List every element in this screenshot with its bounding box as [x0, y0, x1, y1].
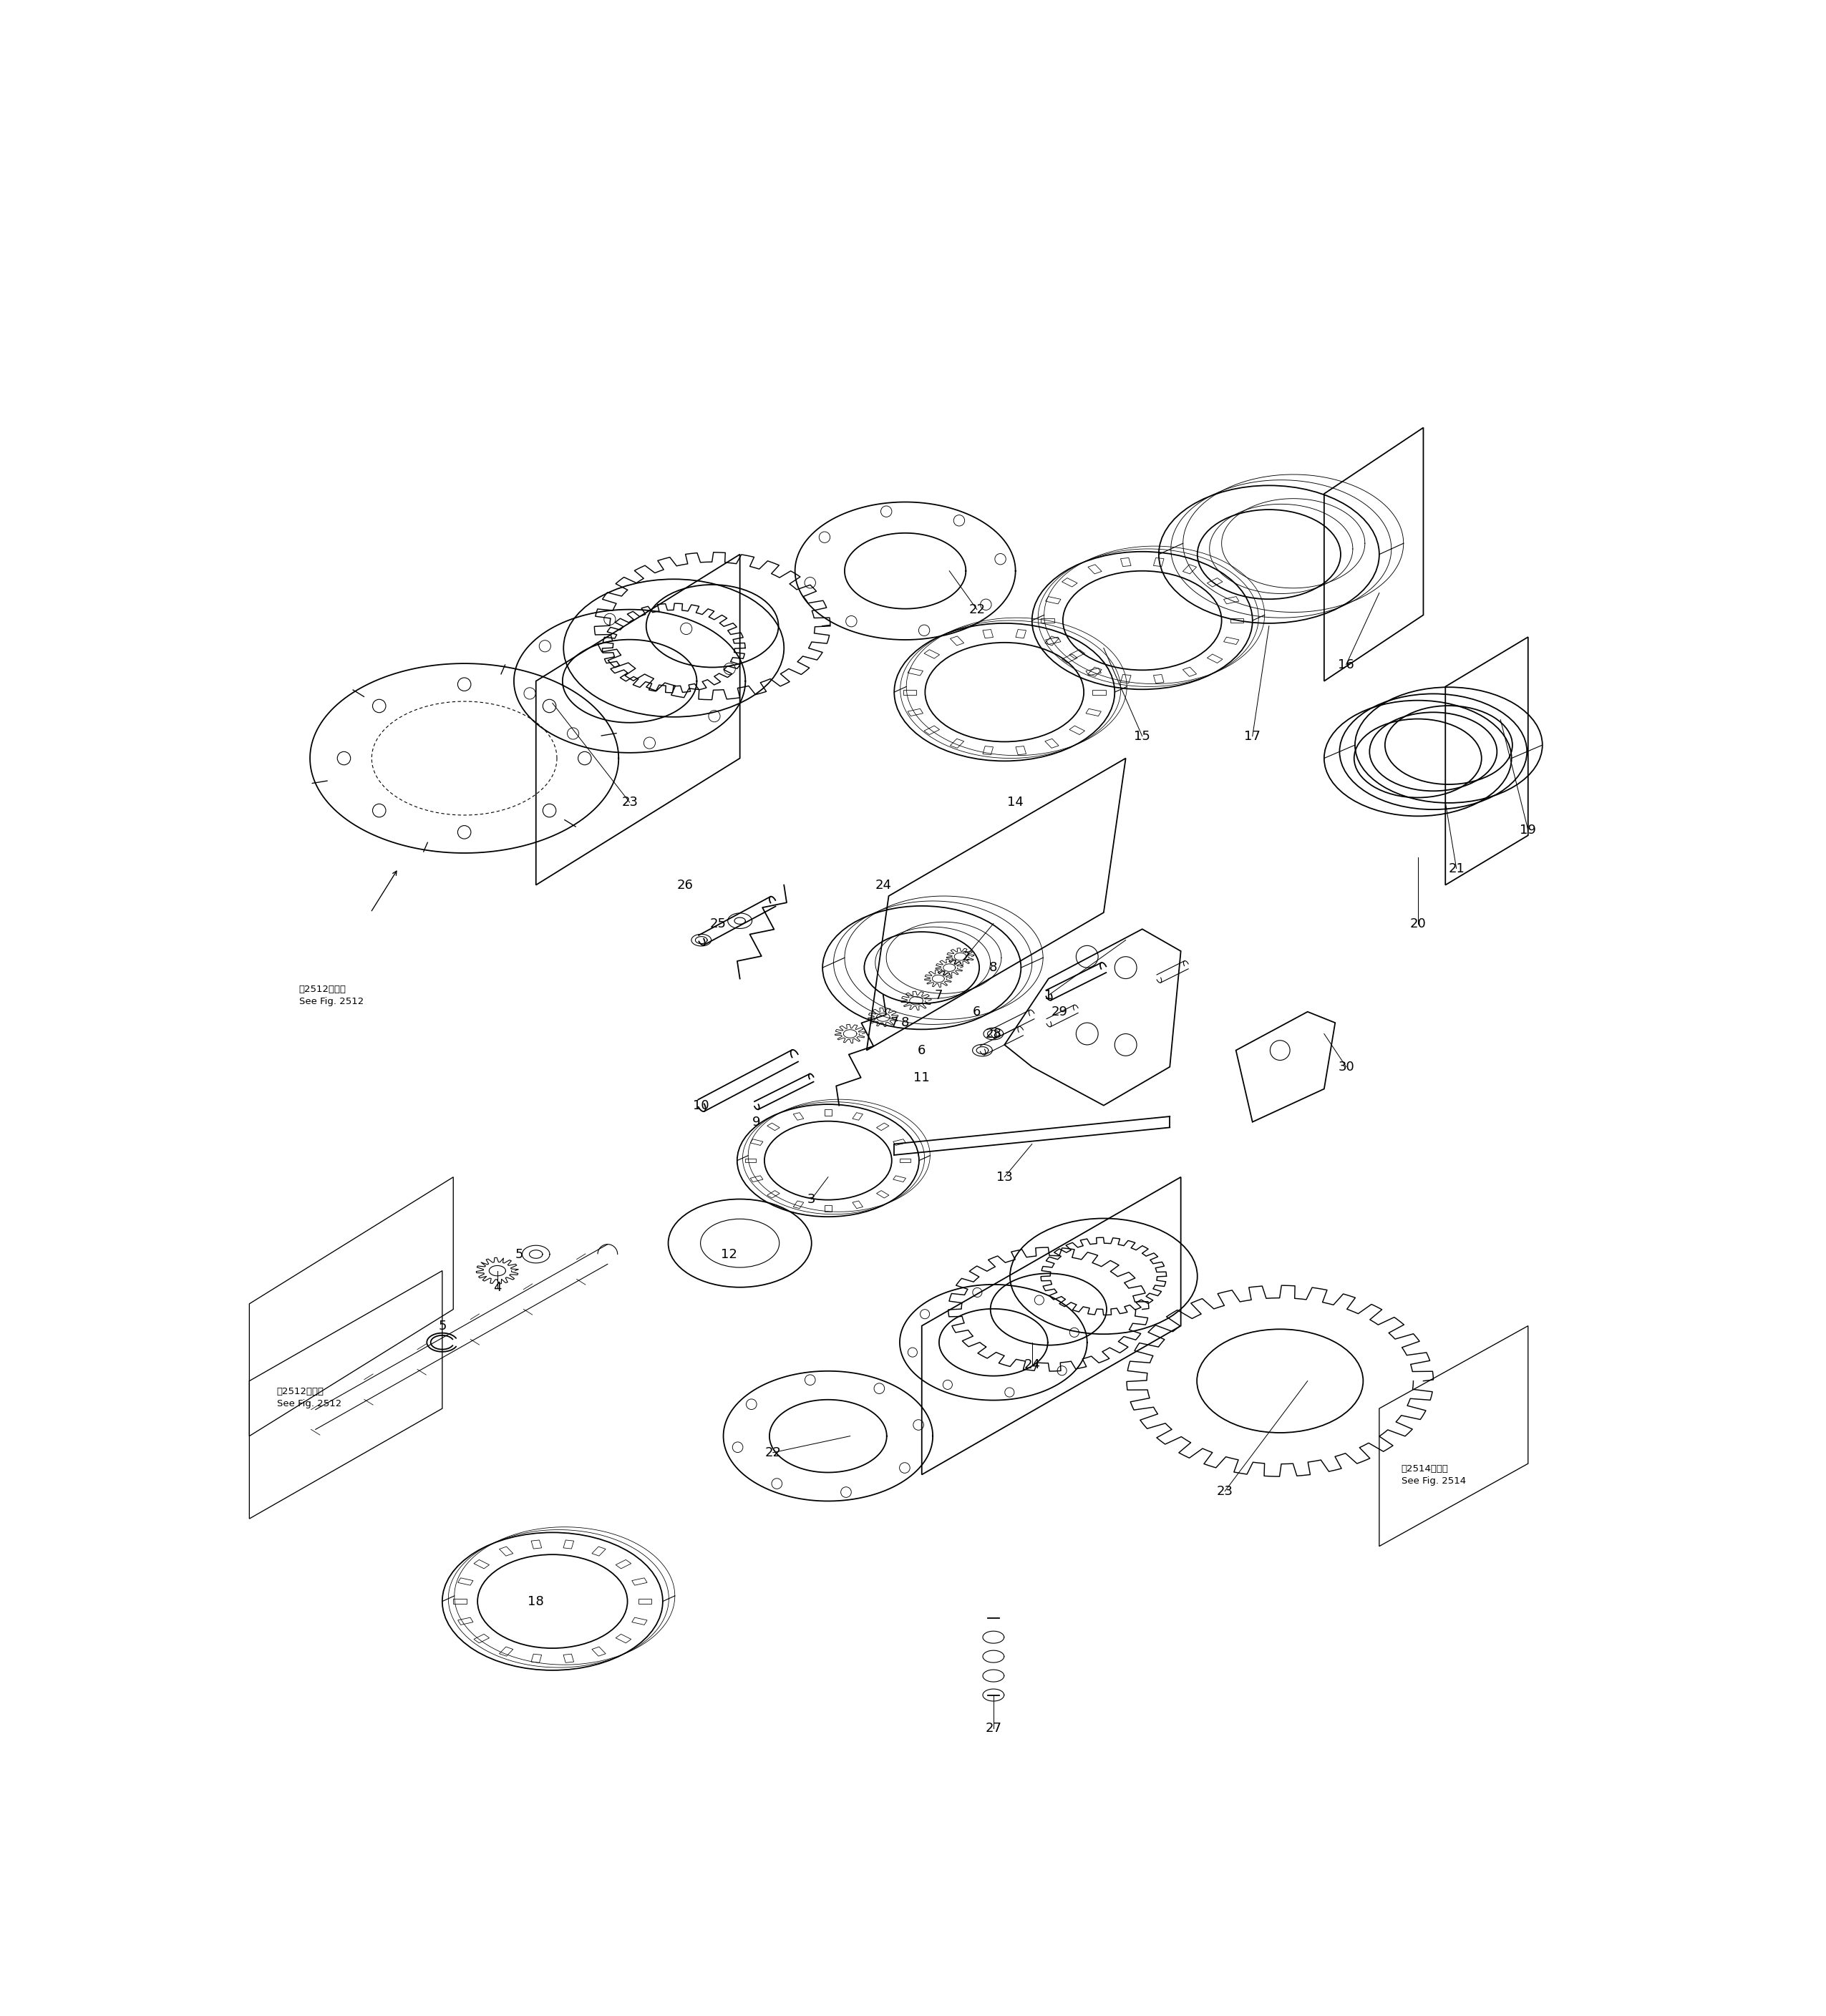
Text: 11: 11 — [913, 1070, 929, 1085]
Text: 8: 8 — [902, 1016, 909, 1030]
Text: 9: 9 — [752, 1115, 761, 1129]
Text: 22: 22 — [968, 603, 984, 617]
Text: 22: 22 — [765, 1445, 782, 1460]
Text: 5: 5 — [438, 1318, 446, 1333]
Text: 25: 25 — [710, 917, 727, 929]
Text: 15: 15 — [1134, 730, 1150, 742]
Text: 3: 3 — [807, 1193, 816, 1206]
Text: 10: 10 — [694, 1099, 710, 1113]
Text: 7: 7 — [889, 1016, 898, 1030]
Text: 20: 20 — [1410, 917, 1426, 929]
Text: 18: 18 — [528, 1595, 544, 1609]
Text: 23: 23 — [1216, 1484, 1233, 1498]
Text: 27: 27 — [986, 1722, 1002, 1734]
Text: 30: 30 — [1338, 1060, 1355, 1073]
Text: 4: 4 — [493, 1280, 502, 1294]
Text: 21: 21 — [1448, 863, 1464, 875]
Text: 2: 2 — [962, 950, 970, 964]
Text: 28: 28 — [986, 1028, 1002, 1040]
Text: 29: 29 — [1052, 1006, 1068, 1018]
Text: 第2512図参照
See Fig. 2512: 第2512図参照 See Fig. 2512 — [278, 1387, 341, 1409]
Text: 第2514図参照
See Fig. 2514: 第2514図参照 See Fig. 2514 — [1401, 1464, 1466, 1486]
Text: 12: 12 — [721, 1248, 738, 1260]
Text: 13: 13 — [997, 1171, 1013, 1183]
Text: 7: 7 — [935, 988, 942, 1002]
Text: 23: 23 — [621, 796, 637, 808]
Text: 19: 19 — [1519, 823, 1536, 837]
Text: 5: 5 — [515, 1248, 524, 1260]
Text: 第2512図参照
See Fig. 2512: 第2512図参照 See Fig. 2512 — [299, 984, 363, 1006]
Text: 17: 17 — [1244, 730, 1260, 742]
Text: 6: 6 — [918, 1044, 926, 1056]
Text: 26: 26 — [677, 879, 692, 891]
Text: 6: 6 — [973, 1006, 981, 1018]
Text: 8: 8 — [990, 962, 997, 974]
Text: 1: 1 — [1044, 988, 1052, 1002]
Text: 14: 14 — [1008, 796, 1024, 808]
Text: 16: 16 — [1338, 657, 1355, 671]
Text: 24: 24 — [1024, 1359, 1041, 1371]
Text: 24: 24 — [875, 879, 891, 891]
